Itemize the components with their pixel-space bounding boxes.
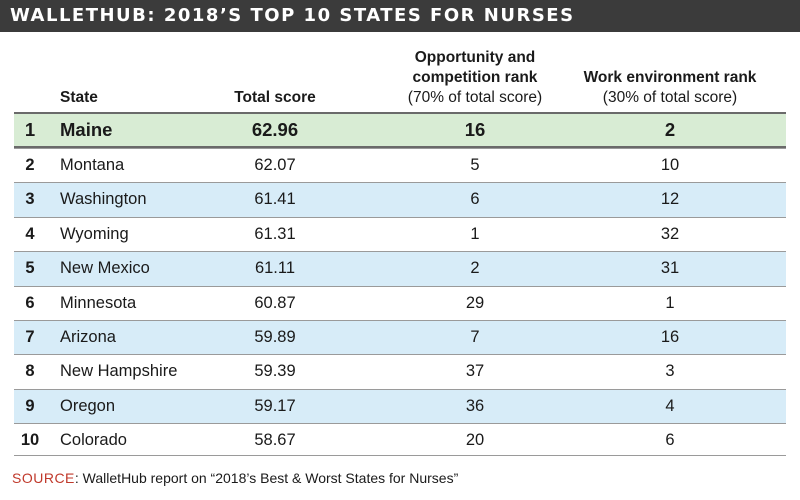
column-header-opportunity-line2: competition rank (412, 69, 538, 86)
total-score-cell: 62.96 (251, 119, 299, 140)
state-cell: Montana (60, 156, 125, 174)
total-score-cell: 59.17 (254, 396, 296, 415)
state-cell: Colorado (60, 431, 127, 450)
column-header-opportunity-note: (70% of total score) (407, 89, 543, 106)
work-environment-rank-cell: 3 (665, 362, 675, 381)
state-cell: Maine (60, 119, 113, 140)
source-label: SOURCE (12, 470, 75, 486)
column-header-work-note: (30% of total score) (602, 89, 738, 106)
state-cell: Arizona (60, 327, 116, 346)
state-cell: Minnesota (60, 293, 137, 312)
rank-cell: 9 (25, 396, 35, 415)
total-score-cell: 59.89 (254, 327, 296, 346)
total-score-cell: 62.07 (254, 156, 296, 174)
opportunity-rank-cell: 37 (465, 362, 485, 381)
state-cell: Washington (60, 190, 147, 209)
state-cell: Wyoming (60, 224, 129, 243)
column-header-total-score: Total score (234, 89, 316, 106)
table-row: 4 Wyoming 61.31 1 32 (14, 216, 786, 251)
table-row: 7 Arizona 59.89 7 16 (14, 319, 786, 355)
rank-cell: 3 (25, 190, 35, 209)
column-header-state: State (60, 89, 98, 106)
opportunity-rank-cell: 1 (470, 224, 480, 243)
work-environment-rank-cell: 10 (660, 156, 680, 174)
total-score-cell: 58.67 (254, 431, 296, 450)
total-score-cell: 61.11 (254, 259, 296, 278)
work-environment-rank-cell: 16 (660, 327, 680, 346)
rank-cell: 6 (25, 293, 35, 312)
opportunity-rank-cell: 7 (470, 327, 480, 346)
column-header-opportunity: Opportunity and competition rank (70% of… (375, 48, 575, 108)
total-score-cell: 61.31 (254, 224, 296, 243)
title-bar: WALLETHUB: 2018’S TOP 10 STATES FOR NURS… (0, 0, 800, 32)
table-row: 5 New Mexico 61.11 2 31 (14, 251, 786, 286)
work-environment-rank-cell: 4 (665, 396, 675, 415)
opportunity-rank-cell: 20 (465, 431, 485, 450)
opportunity-rank-cell: 16 (464, 119, 486, 140)
opportunity-rank-cell: 2 (470, 259, 480, 278)
rank-cell: 5 (25, 259, 35, 278)
table-row: 9 Oregon 59.17 36 4 (14, 388, 786, 424)
total-score-cell: 60.87 (254, 293, 296, 312)
table-row: 1 Maine 62.96 16 2 (14, 112, 786, 148)
column-header-work-environment: Work environment rank (30% of total scor… (570, 68, 770, 108)
work-environment-rank-cell: 12 (660, 190, 680, 209)
work-environment-rank-cell: 1 (665, 293, 675, 312)
rank-cell: 4 (25, 224, 35, 243)
work-environment-rank-cell: 32 (660, 224, 680, 243)
table-row: 6 Minnesota 60.87 29 1 (14, 285, 786, 320)
table-row: 2 Montana 62.07 5 10 (14, 148, 786, 182)
table-bottom-rule (14, 455, 786, 456)
work-environment-rank-cell: 6 (665, 431, 675, 450)
table-row: 10 Colorado 58.67 20 6 (14, 423, 786, 457)
state-cell: New Mexico (60, 259, 150, 278)
source-note: SOURCE: WalletHub report on “2018’s Best… (12, 470, 458, 486)
total-score-cell: 59.39 (254, 362, 296, 381)
column-header-work-line1: Work environment rank (583, 69, 757, 86)
rank-cell: 10 (20, 431, 40, 450)
table-row: 8 New Hampshire 59.39 37 3 (14, 354, 786, 388)
opportunity-rank-cell: 29 (465, 293, 485, 312)
rank-cell: 1 (24, 119, 36, 140)
table-body: 1 Maine 62.96 16 2 2 Montana 62.07 5 10 3 Washingto… (14, 112, 786, 458)
work-environment-rank-cell: 2 (664, 119, 676, 140)
state-cell: Oregon (60, 396, 116, 415)
rank-cell: 2 (25, 156, 35, 174)
opportunity-rank-cell: 6 (470, 190, 480, 209)
table-row: 3 Washington 61.41 6 12 (14, 182, 786, 217)
opportunity-rank-cell: 5 (470, 156, 480, 174)
work-environment-rank-cell: 31 (660, 259, 680, 278)
source-text: : WalletHub report on “2018’s Best & Wor… (74, 470, 459, 486)
opportunity-rank-cell: 36 (465, 396, 485, 415)
total-score-cell: 61.41 (254, 190, 296, 209)
column-header-opportunity-line1: Opportunity and (414, 49, 536, 66)
chart-title: WALLETHUB: 2018’S TOP 10 STATES FOR NURS… (10, 5, 575, 26)
state-cell: New Hampshire (60, 362, 178, 381)
rank-cell: 7 (25, 327, 35, 346)
rank-cell: 8 (25, 362, 35, 381)
